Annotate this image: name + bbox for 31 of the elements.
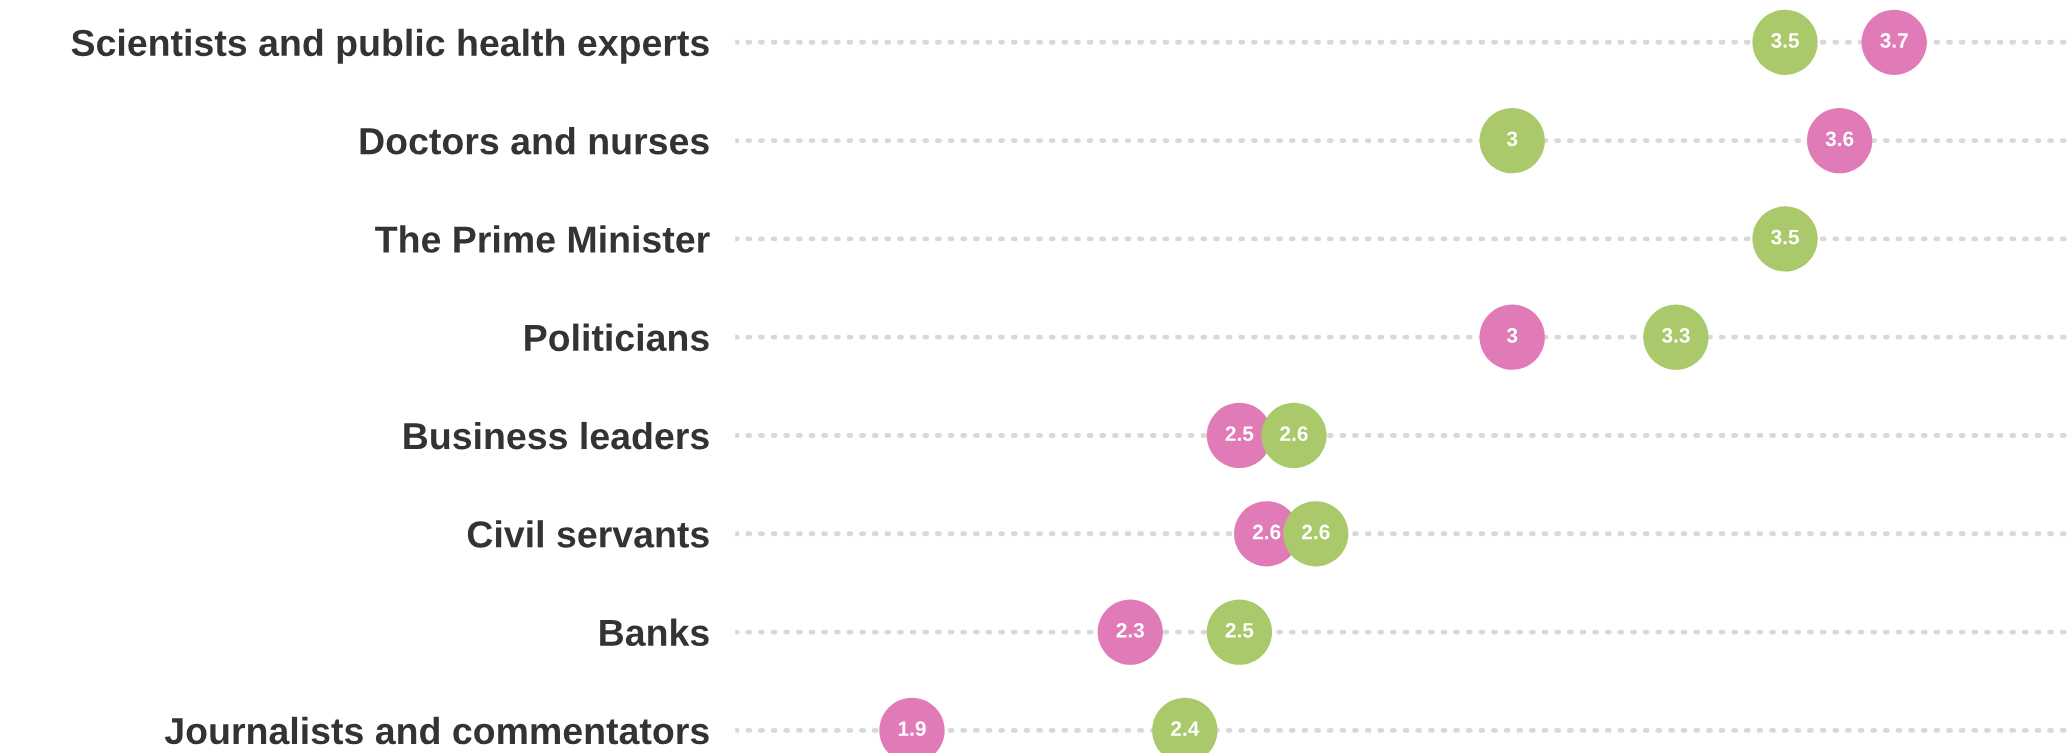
point xyxy=(1861,9,1927,75)
data-label: 2.3 xyxy=(1116,622,1144,638)
data-label: 3 xyxy=(1506,131,1518,147)
y-tick-label: Banks xyxy=(600,618,709,647)
point xyxy=(1261,402,1327,469)
y-tick-label: The Prime Minister xyxy=(375,225,710,253)
data-label: 2.6 xyxy=(1252,524,1281,540)
point xyxy=(1097,599,1163,665)
point xyxy=(1643,304,1709,370)
data-label: 3.3 xyxy=(1661,328,1690,343)
y-tick-label: Doctors and nurses xyxy=(360,126,709,155)
y-tick-label: Business leaders xyxy=(404,421,709,450)
data-label: 3 xyxy=(1506,328,1518,343)
data-label: 3.7 xyxy=(1880,33,1908,48)
data-label: 2.6 xyxy=(1302,524,1330,540)
point xyxy=(1752,9,1818,75)
data-label: 2.5 xyxy=(1225,622,1254,638)
data-label: 2.6 xyxy=(1280,426,1308,442)
y-tick-label: Scientists and public health experts xyxy=(71,28,709,64)
y-tick-label: Civil servants xyxy=(467,520,709,548)
point xyxy=(1479,107,1545,174)
y-tick-label: Journalists and commentators xyxy=(164,716,709,745)
data-label: 2.5 xyxy=(1225,426,1254,442)
point xyxy=(1206,599,1273,665)
data-label: 2.4 xyxy=(1171,721,1200,736)
point xyxy=(1479,304,1545,370)
y-tick-label: Politicians xyxy=(525,323,709,352)
data-label: 3.5 xyxy=(1771,33,1799,48)
data-label: 3.6 xyxy=(1825,131,1854,147)
data-label: 3.5 xyxy=(1771,229,1799,245)
data-label: 1.9 xyxy=(898,721,926,736)
